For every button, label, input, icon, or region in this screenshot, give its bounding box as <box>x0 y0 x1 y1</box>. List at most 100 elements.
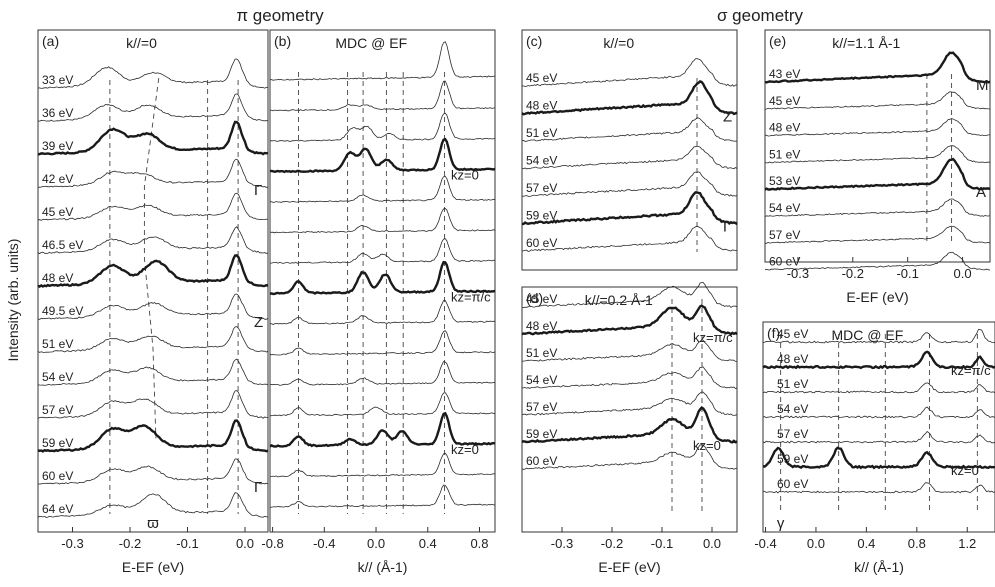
series-label: 54 eV <box>526 373 557 387</box>
x-tick-label: -0.4 <box>754 536 776 551</box>
series-label: 45 eV <box>769 94 800 108</box>
y-axis-label: Intensity (arb. units) <box>5 239 21 362</box>
x-tick-label: 1.2 <box>958 536 976 551</box>
x-axis-label: k// (Å-1) <box>854 559 904 575</box>
pi-geometry-title: π geometry <box>236 6 324 25</box>
x-tick-label: -0.3 <box>61 536 83 551</box>
panel-header: MDC @ EF <box>832 327 904 343</box>
series-label: 54 eV <box>42 370 73 384</box>
x-tick-label: 0.0 <box>954 266 972 281</box>
curve-annotation: Γ <box>723 219 731 236</box>
series-label: 36 eV <box>42 106 73 120</box>
series-label: 57 eV <box>42 403 73 417</box>
curve-annotation: kz=π/c <box>951 363 991 378</box>
spectrum-s6 <box>270 209 495 233</box>
curve-annotation: Γ <box>254 479 262 496</box>
x-tick-label: 0.0 <box>236 536 254 551</box>
x-tick-label: -0.2 <box>601 536 623 551</box>
x-tick-label: -0.3 <box>787 266 809 281</box>
curve-annotation: Γ <box>254 182 262 199</box>
spectrum-s3 <box>270 113 495 141</box>
x-axis-label: E-EF (eV) <box>846 289 908 305</box>
curve-annotation: kz=0 <box>451 168 479 183</box>
x-tick-label: 0.0 <box>703 536 721 551</box>
series-label: 51 eV <box>42 337 73 351</box>
series-label: 45 eV <box>42 205 73 219</box>
curve-annotation: Z <box>723 109 732 126</box>
series-label: 45 eV <box>526 71 557 85</box>
sigma-geometry-title: σ geometry <box>717 6 804 25</box>
curve-annotation: ϖ <box>147 515 159 532</box>
panel-header: MDC @ EF <box>335 35 407 51</box>
series-label: 48 eV <box>526 319 557 333</box>
panel-label: (c) <box>526 33 542 49</box>
series-label: 59 eV <box>526 209 557 223</box>
series-label: 60 eV <box>526 236 557 250</box>
series-label: 57 eV <box>777 427 808 441</box>
curve-annotation: kz=0 <box>951 463 979 478</box>
panel-f: (f) MDC @ EF 45 eV 48 eV 51 eV 54 eV 57 eV 59 e… <box>754 322 995 575</box>
panel-label: (b) <box>274 33 291 49</box>
spectrum-s12 <box>270 393 495 416</box>
spectrum-s7 <box>270 239 495 264</box>
x-axis-label: E-EF (eV) <box>598 559 660 575</box>
series-label: 57 eV <box>526 400 557 414</box>
curve-annotation: kz=0 <box>451 442 479 457</box>
series-label: 45 eV <box>777 327 808 341</box>
x-tick-label: -0.8 <box>261 536 283 551</box>
series-label: 54 eV <box>769 201 800 215</box>
panel-e: (e) k//=1.1 Å-143 eV45 eV48 eV51 eV53 eV5… <box>765 30 990 305</box>
panel-label: (a) <box>42 33 59 49</box>
panel-frame <box>522 30 737 270</box>
spectrum-s2 <box>270 81 495 111</box>
series-label: 33 eV <box>42 73 73 87</box>
series-label: 48 eV <box>777 352 808 366</box>
x-tick-label: -0.2 <box>119 536 141 551</box>
spectrum-s11 <box>270 362 495 386</box>
series-label: 51 eV <box>526 346 557 360</box>
panel-header: k//=1.1 Å-1 <box>832 35 900 51</box>
curve-annotation: Z <box>254 314 263 331</box>
series-label: 54 eV <box>526 154 557 168</box>
x-tick-label: -0.4 <box>313 536 335 551</box>
series-label: 48 eV <box>42 271 73 285</box>
series-label: 59 eV <box>777 452 808 466</box>
series-label: 59 eV <box>42 436 73 450</box>
dispersion-guide <box>144 78 158 438</box>
curve-annotation: kz=0 <box>693 438 721 453</box>
series-label: 39 eV <box>42 139 73 153</box>
spectrum-s15 <box>270 485 495 507</box>
x-tick-label: 0.4 <box>857 536 875 551</box>
series-label: 51 eV <box>769 147 800 161</box>
series-label: 51 eV <box>526 126 557 140</box>
x-tick-label: 0.8 <box>470 536 488 551</box>
series-label: 48 eV <box>769 121 800 135</box>
series-label: 64 eV <box>42 502 73 516</box>
curve-annotation: A <box>976 184 986 201</box>
series-label: 42 eV <box>42 172 73 186</box>
series-label: 43 eV <box>769 67 800 81</box>
panel-header: k//=0 <box>603 35 634 51</box>
x-tick-label: 0.8 <box>908 536 926 551</box>
series-label: 60 eV <box>526 454 557 468</box>
x-tick-label: -0.1 <box>651 536 673 551</box>
panel-b: (b) MDC @ EF kz=0 kz=π/c kz=0 -0.8 -0.4 0.0 0.4 0… <box>261 30 495 575</box>
curve-annotation: kz=π/c <box>693 330 733 345</box>
x-tick-label: -0.2 <box>842 266 864 281</box>
series-label: 57 eV <box>526 181 557 195</box>
x-axis-label: E-EF (eV) <box>122 559 184 575</box>
x-tick-label: -0.1 <box>176 536 198 551</box>
curve-annotation: kz=π/c <box>451 290 491 305</box>
panel-header: k//=0 <box>126 35 157 51</box>
x-tick-label: 0.0 <box>807 536 825 551</box>
curve-annotation: M <box>976 77 989 94</box>
panel-a: (a) k//=0 33 eV 36 eV 39 eV 42 eV 45 eV 46.5 eV… <box>38 30 268 575</box>
series-label: 46.5 eV <box>42 238 83 252</box>
x-tick-label: -0.1 <box>896 266 918 281</box>
panel-d: (d) k//=0.2 Å-1 45 eV 48 eV 51 eV 54 eV 57 eV 5… <box>522 283 737 576</box>
series-label: 57 eV <box>769 228 800 242</box>
x-axis-label: k// (Å-1) <box>358 559 408 575</box>
spectrum-s10 <box>270 331 495 355</box>
panel-c: (c) k//=0 45 eV 48 eV 51 eV 54 eV 57 eV 59 eV 60… <box>522 30 737 270</box>
